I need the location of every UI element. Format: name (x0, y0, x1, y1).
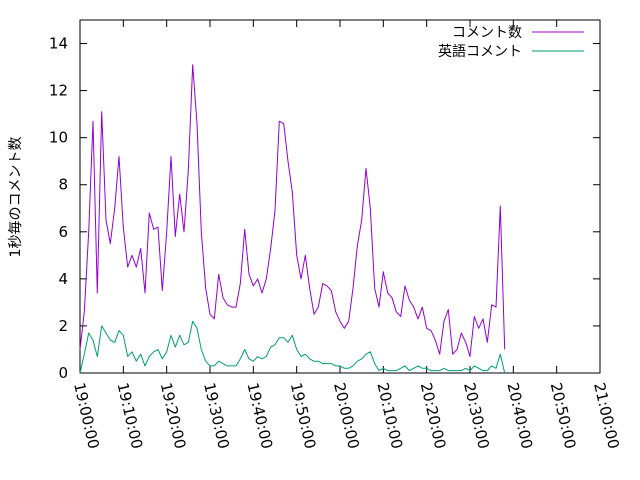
y-tick-label: 14 (49, 35, 68, 53)
series-line-2 (79, 320, 506, 374)
y-tick-label: 4 (58, 270, 68, 288)
legend-label-2: 英語コメント (438, 43, 522, 60)
y-tick-label: 0 (58, 364, 68, 382)
y-tick-label: 6 (58, 223, 68, 241)
y-tick-label: 2 (58, 317, 68, 335)
y-axis-ticks: 0 2 4 6 8 10 12 14 (49, 35, 600, 382)
series-line-1 (79, 64, 506, 357)
y-tick-label: 12 (49, 82, 68, 100)
y-tick-label: 10 (49, 129, 68, 147)
y-tick-label: 8 (58, 176, 68, 194)
series-lines (79, 64, 506, 374)
y-axis-label: 1秒毎のコメント数 (8, 137, 24, 258)
legend-label-1: コメント数 (452, 25, 522, 41)
